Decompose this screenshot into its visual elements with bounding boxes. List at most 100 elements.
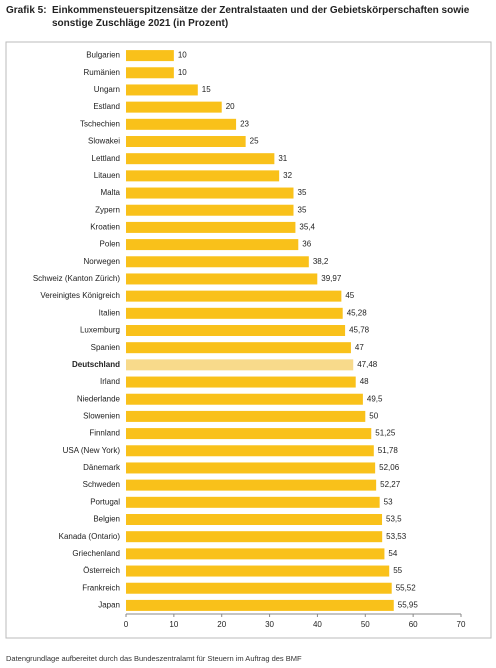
- y-tick-label: Norwegen: [84, 257, 120, 266]
- value-label: 38,2: [313, 257, 329, 266]
- bar: [126, 582, 392, 594]
- value-label: 53: [384, 497, 393, 506]
- bar: [126, 325, 346, 336]
- bar: [126, 599, 394, 611]
- y-tick-label: Polen: [100, 240, 120, 249]
- x-tick-label: 30: [265, 620, 274, 629]
- bar: [126, 153, 275, 165]
- value-label: 35,4: [299, 223, 315, 232]
- value-label: 36: [302, 240, 311, 249]
- bar: [126, 136, 246, 147]
- x-tick-label: 70: [457, 620, 466, 629]
- y-tick-label: Belgien: [93, 515, 120, 524]
- y-tick-label: Vereinigtes Königreich: [40, 291, 120, 300]
- value-label: 51,78: [378, 446, 399, 455]
- value-label: 53,5: [386, 515, 402, 524]
- y-tick-label: Schweden: [83, 480, 120, 489]
- y-tick-label: Niederlande: [77, 394, 121, 403]
- bar: [126, 204, 294, 216]
- value-label: 54: [388, 549, 397, 558]
- y-tick-label: Deutschland: [72, 360, 120, 369]
- frame: [5, 41, 492, 639]
- value-label: 31: [278, 154, 287, 163]
- value-label: 49,5: [367, 394, 383, 403]
- y-tick-label: Luxemburg: [80, 326, 120, 335]
- bar: [126, 445, 374, 457]
- y-tick-label: Slowakei: [88, 137, 120, 146]
- y-tick-label: Malta: [100, 188, 120, 197]
- y-tick-label: Irland: [100, 377, 120, 386]
- value-label: 32: [283, 171, 292, 180]
- bar: [126, 565, 390, 577]
- x-tick-label: 0: [124, 620, 129, 629]
- value-label: 45: [345, 291, 354, 300]
- value-label: 53,53: [386, 532, 407, 541]
- y-tick-label: Griechenland: [72, 549, 120, 558]
- y-tick-label: Italien: [99, 308, 120, 317]
- source-note: Datengrundlage aufbereitet durch das Bun…: [6, 654, 302, 663]
- bar: [126, 410, 366, 422]
- y-tick-label: Schweiz (Kanton Zürich): [33, 274, 120, 283]
- y-tick-label: Österreich: [83, 566, 120, 575]
- chart: 0 10 20 30 40 50 60 70 Bulgarien 10 Rumänien 10 Unga…: [5, 41, 492, 639]
- y-tick-label: Ungarn: [94, 85, 120, 94]
- bar: [126, 273, 318, 285]
- y-tick-label: Bulgarien: [86, 51, 120, 60]
- bar: [126, 50, 174, 62]
- bar: [126, 170, 280, 182]
- y-tick-label: Dänemark: [83, 463, 121, 472]
- bar: [126, 256, 309, 268]
- y-tick-label: Rumänien: [84, 68, 120, 77]
- y-tick-label: USA (New York): [63, 446, 121, 455]
- value-label: 52,27: [380, 480, 401, 489]
- value-label: 45,78: [349, 326, 370, 335]
- value-label: 23: [240, 119, 249, 128]
- bar: [126, 290, 342, 302]
- y-tick-label: Estland: [93, 102, 120, 111]
- y-tick-label: Frankreich: [82, 583, 120, 592]
- value-label: 15: [202, 85, 211, 94]
- bar: [126, 67, 174, 79]
- value-label: 47: [355, 343, 364, 352]
- value-label: 35: [298, 188, 307, 197]
- y-tick-label: Kroatien: [90, 223, 120, 232]
- chart-label: Grafik 5:: [6, 5, 47, 16]
- bar: [126, 84, 198, 96]
- bar: [126, 307, 343, 319]
- x-tick-label: 10: [169, 620, 178, 629]
- value-label: 55,52: [396, 583, 417, 592]
- value-label: 39,97: [321, 274, 342, 283]
- bar: [126, 118, 237, 130]
- value-label: 35: [298, 205, 307, 214]
- value-label: 55,95: [398, 601, 419, 610]
- value-label: 48: [360, 377, 369, 386]
- bar: [126, 479, 377, 491]
- value-label: 51,25: [375, 429, 396, 438]
- y-tick-label: Lettland: [92, 154, 120, 163]
- bar: [126, 428, 372, 440]
- bar: [126, 187, 294, 199]
- bar: [126, 359, 354, 371]
- y-tick-label: Zypern: [95, 205, 120, 214]
- bar: [126, 393, 363, 405]
- value-label: 10: [178, 68, 187, 77]
- y-tick-label: Tschechien: [80, 119, 120, 128]
- y-tick-label: Japan: [98, 601, 120, 610]
- y-tick-label: Litauen: [94, 171, 120, 180]
- header: Grafik 5: Einkommensteuerspitzensätze de…: [6, 4, 486, 30]
- y-tick-label: Finnland: [89, 429, 120, 438]
- y-tick-label: Spanien: [91, 343, 120, 352]
- bar: [126, 514, 383, 525]
- value-label: 50: [369, 412, 378, 421]
- value-label: 20: [226, 102, 235, 111]
- value-label: 45,28: [347, 308, 368, 317]
- value-label: 10: [178, 51, 187, 60]
- value-label: 55: [393, 566, 402, 575]
- bar: [126, 462, 376, 474]
- value-label: 25: [250, 137, 259, 146]
- bar: [126, 221, 296, 233]
- y-tick-label: Kanada (Ontario): [59, 532, 121, 541]
- bar: [126, 101, 222, 113]
- x-tick-label: 20: [217, 620, 226, 629]
